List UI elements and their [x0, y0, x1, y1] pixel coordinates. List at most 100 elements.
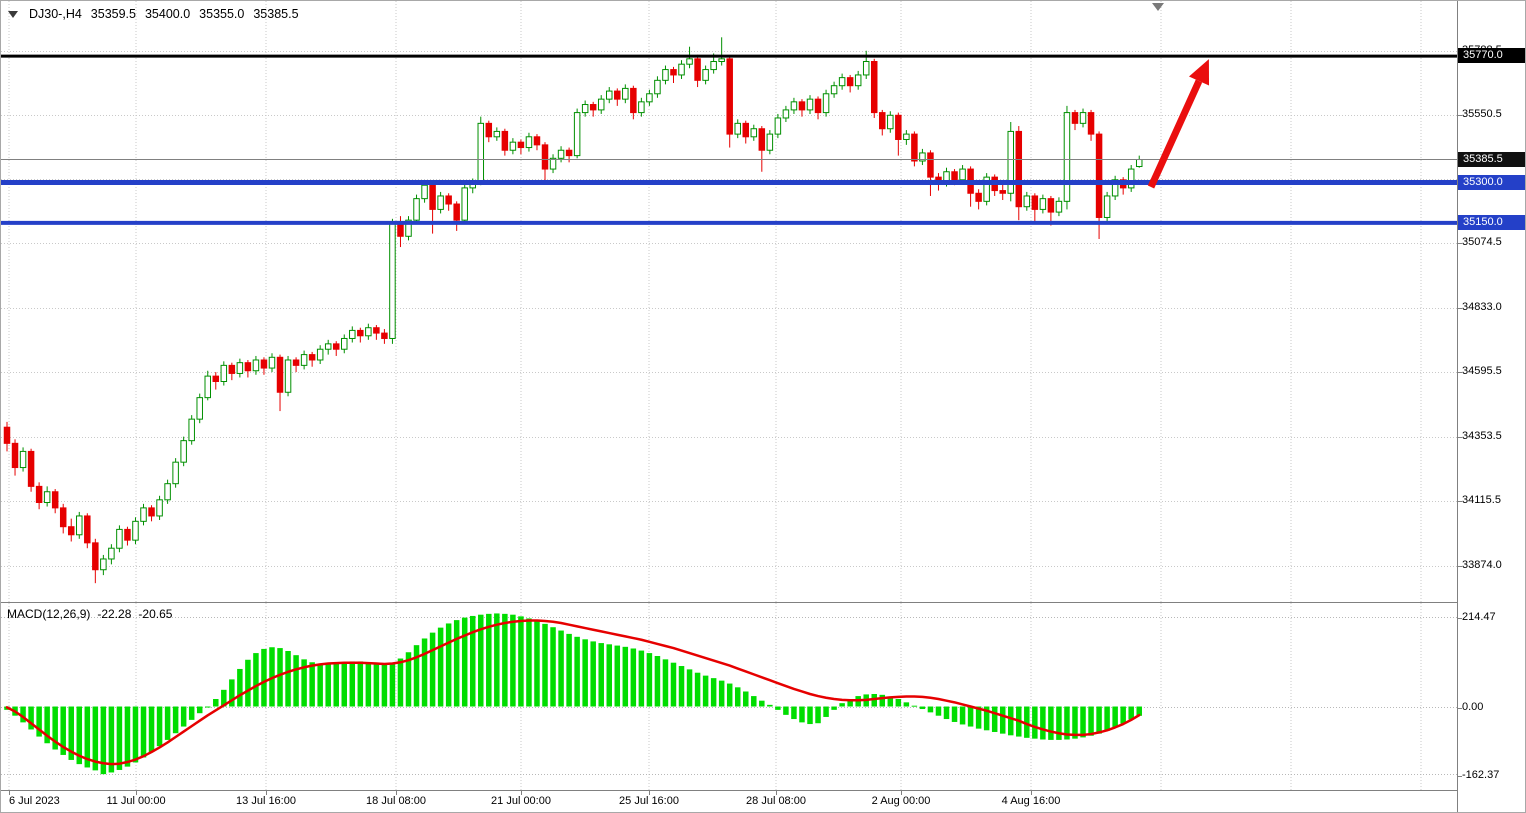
time-axis-tick: [1031, 791, 1032, 795]
candle: [742, 122, 750, 138]
macd-indicator-canvas[interactable]: [1, 603, 1457, 790]
candle: [846, 77, 854, 87]
macd-name: MACD(12,26,9): [7, 607, 91, 621]
quote-close: 35385.5: [253, 7, 299, 21]
candle: [397, 222, 404, 237]
candle: [862, 61, 870, 76]
candle: [710, 61, 717, 71]
candle: [782, 109, 790, 119]
candle: [461, 187, 468, 221]
candle: [1111, 179, 1119, 197]
time-axis-tick: [649, 791, 650, 795]
candle: [606, 90, 613, 100]
time-axis[interactable]: 6 Jul 2023 11 Jul 00:00 13 Jul 16:00 18 Jul…: [1, 791, 1457, 812]
candle: [172, 461, 179, 485]
candle: [630, 87, 637, 114]
candle: [870, 61, 878, 114]
candle: [814, 98, 822, 114]
time-axis-separator: [1, 790, 1525, 791]
one-click-trading-toggle-icon[interactable]: [8, 10, 18, 18]
price-line-value-badge: 35770.0: [1458, 48, 1525, 63]
candle: [292, 359, 300, 366]
candles: [3, 37, 1143, 584]
macd-histogram: [4, 613, 1142, 775]
candle: [11, 442, 19, 469]
price-axis-tick: [1458, 501, 1462, 502]
price-axis-label: 34595.5: [1462, 365, 1502, 377]
candle: [678, 63, 685, 76]
candle: [734, 122, 741, 135]
candle: [108, 547, 115, 560]
candle: [983, 176, 990, 202]
candle: [927, 152, 934, 178]
quote-low: 35355.0: [199, 7, 245, 21]
candle: [92, 542, 99, 571]
candle: [806, 98, 814, 111]
candle: [509, 141, 517, 151]
time-axis-label: 21 Jul 00:00: [491, 795, 551, 807]
candle: [573, 112, 581, 157]
candle: [27, 450, 35, 487]
candle: [1015, 130, 1023, 208]
candle: [196, 397, 203, 420]
price-axis-tick: [1458, 566, 1462, 567]
price-axis[interactable]: 35788.535770.035550.535385.535300.035150…: [1457, 1, 1525, 812]
quote-open: 35359.5: [90, 7, 136, 21]
candle: [116, 528, 123, 549]
candle: [549, 157, 557, 170]
candle: [389, 222, 396, 339]
price-line-value-badge: 35385.5: [1458, 152, 1525, 167]
candle: [381, 332, 388, 339]
pane-separator[interactable]: [1, 602, 1525, 603]
price-axis-tick: [1458, 372, 1462, 373]
candle: [911, 133, 918, 162]
candle: [999, 190, 1006, 194]
candle: [1079, 112, 1087, 124]
price-axis-label: 214.47: [1462, 611, 1496, 623]
candle: [276, 356, 284, 393]
candle: [228, 364, 236, 374]
candle: [1135, 159, 1143, 168]
time-axis-tick: [266, 791, 267, 795]
candle: [204, 375, 211, 399]
candle: [148, 507, 155, 517]
candle: [718, 58, 725, 63]
candle: [413, 198, 420, 221]
time-axis-label: 6 Jul 2023: [9, 795, 60, 807]
macd-main-value: -22.28: [97, 607, 132, 621]
candle: [766, 133, 774, 151]
candle: [1103, 195, 1111, 218]
candle: [164, 483, 171, 501]
time-axis-tick: [136, 791, 137, 795]
time-axis-tick: [776, 791, 777, 795]
candle: [244, 362, 252, 372]
main-chart-canvas[interactable]: [1, 1, 1457, 602]
candle: [188, 418, 195, 442]
candle: [316, 348, 324, 361]
candle: [565, 149, 573, 157]
candle: [919, 152, 926, 162]
time-axis-tick: [901, 791, 902, 795]
candle: [100, 558, 107, 571]
candle: [429, 184, 436, 210]
trend-arrow-head[interactable]: [1188, 59, 1210, 86]
candle: [236, 362, 244, 374]
candle: [59, 507, 67, 528]
candle: [790, 101, 798, 111]
candle: [268, 356, 276, 369]
candle: [308, 354, 316, 361]
price-axis-tick: [1458, 618, 1462, 619]
candle: [726, 58, 733, 135]
candle: [517, 141, 525, 149]
candle: [132, 520, 139, 541]
chart-shift-marker-icon[interactable]: [1152, 3, 1164, 11]
candle: [830, 85, 838, 95]
candle: [975, 192, 982, 202]
candle: [581, 104, 589, 114]
candle: [1127, 168, 1135, 189]
trend-arrow-shaft[interactable]: [1147, 79, 1203, 189]
candle: [341, 337, 348, 350]
candle: [662, 69, 669, 81]
candle: [1095, 133, 1103, 218]
